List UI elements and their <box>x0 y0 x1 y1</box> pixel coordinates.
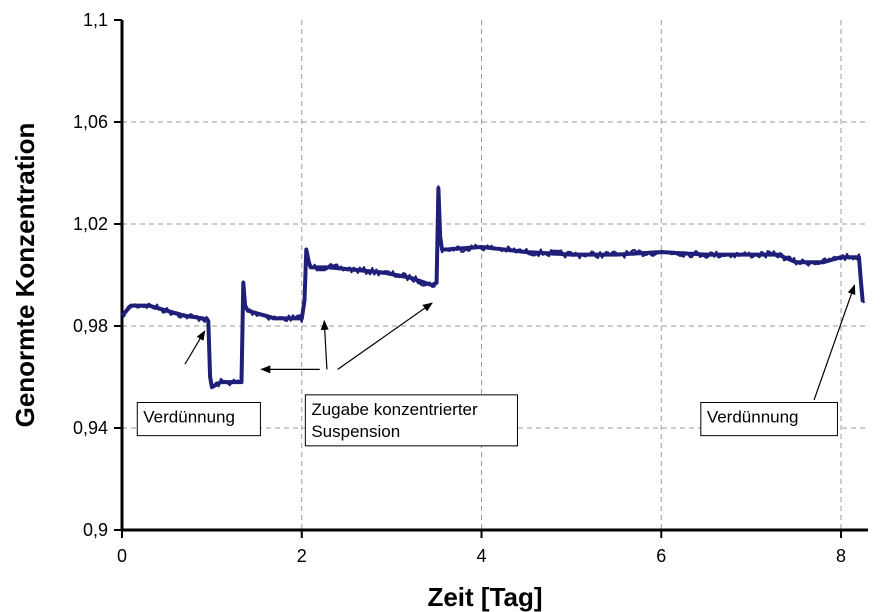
y-axis-title: Genormte Konzentration <box>10 123 40 428</box>
annotation-label: Verdünnung <box>707 408 799 427</box>
series-layer <box>120 185 866 390</box>
series-line-noise <box>121 185 866 389</box>
x-tick-label: 2 <box>297 546 307 566</box>
axes <box>114 19 868 538</box>
annotation-label: Zugabe konzentrierter Suspension <box>311 400 478 441</box>
annotation-label: Verdünnung <box>143 408 235 427</box>
annotation-box <box>304 394 518 447</box>
series-line <box>120 186 865 390</box>
grid-lines <box>122 20 868 530</box>
y-tick-label: 0,98 <box>73 316 108 336</box>
annotations: Verdünnung Zugabe konzentrierter Suspensio… <box>136 284 856 447</box>
x-tick-label: 0 <box>117 546 127 566</box>
annotation-arrow <box>813 284 856 401</box>
x-axis-title: Zeit [Tag] <box>427 582 542 612</box>
y-tick-label: 0,9 <box>83 520 108 540</box>
annotation-box <box>700 402 838 437</box>
annotation-3: Verdünnung <box>700 284 856 437</box>
x-tick-label: 8 <box>836 546 846 566</box>
annotation-1: Verdünnung <box>136 330 261 437</box>
annotation-box <box>136 402 261 437</box>
x-tick-label: 6 <box>656 546 666 566</box>
annotation-arrow <box>184 330 206 365</box>
y-tick-label: 0,94 <box>73 418 108 438</box>
x-tick-label: 4 <box>477 546 487 566</box>
y-tick-label: 1,1 <box>83 10 108 30</box>
annotation-arrow <box>337 302 433 370</box>
annotation-arrow <box>320 319 329 370</box>
y-tick-label: 1,02 <box>73 214 108 234</box>
y-tick-label: 1,06 <box>73 112 108 132</box>
annotation-2: Zugabe konzentrierter Suspension <box>260 302 518 447</box>
tick-labels: 0,9 0,94 0,98 1,02 1,06 1,1 0 2 4 6 8 <box>73 10 846 566</box>
